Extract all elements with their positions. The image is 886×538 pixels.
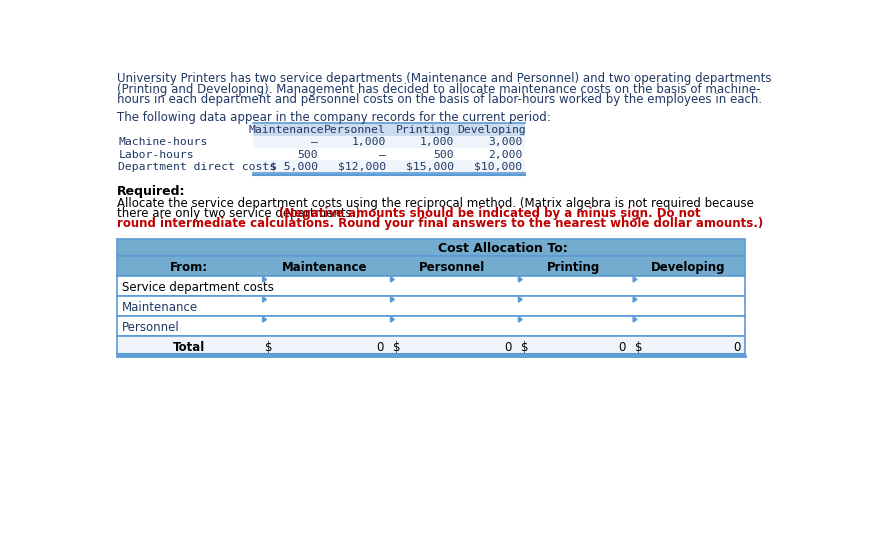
Polygon shape xyxy=(391,297,394,302)
Polygon shape xyxy=(518,297,522,302)
Text: 0: 0 xyxy=(618,341,626,354)
Text: 0: 0 xyxy=(734,341,741,354)
Bar xyxy=(253,136,525,148)
Text: $: $ xyxy=(635,341,643,354)
Text: –: – xyxy=(311,137,318,147)
Text: The following data appear in the company records for the current period:: The following data appear in the company… xyxy=(117,111,551,124)
Text: 0: 0 xyxy=(377,341,384,354)
Text: Cost Allocation To:: Cost Allocation To: xyxy=(438,243,568,256)
Bar xyxy=(117,316,745,336)
Polygon shape xyxy=(391,317,394,322)
Text: Allocate the service department costs using the reciprocal method. (Matrix algeb: Allocate the service department costs us… xyxy=(117,196,754,210)
Text: $: $ xyxy=(265,341,273,354)
Text: Maintenance: Maintenance xyxy=(249,125,324,135)
Text: $: $ xyxy=(521,341,528,354)
Text: University Printers has two service departments (Maintenance and Personnel) and : University Printers has two service depa… xyxy=(117,72,772,85)
Text: Printing: Printing xyxy=(395,125,451,135)
Polygon shape xyxy=(518,317,522,322)
Polygon shape xyxy=(633,297,637,302)
Text: $: $ xyxy=(392,341,400,354)
Text: Labor-hours: Labor-hours xyxy=(119,150,194,160)
Bar xyxy=(117,336,745,354)
Text: $15,000: $15,000 xyxy=(406,162,454,172)
Text: Total: Total xyxy=(173,341,205,354)
Polygon shape xyxy=(518,277,522,282)
Text: 1,000: 1,000 xyxy=(352,137,386,147)
Text: Department direct costs: Department direct costs xyxy=(119,162,276,172)
Text: 2,000: 2,000 xyxy=(488,150,522,160)
Polygon shape xyxy=(262,297,267,302)
Text: (Printing and Developing). Management has decided to allocate maintenance costs : (Printing and Developing). Management ha… xyxy=(117,83,760,96)
Text: round intermediate calculations. Round your final answers to the nearest whole d: round intermediate calculations. Round y… xyxy=(117,217,763,230)
Bar xyxy=(117,256,745,275)
Text: 3,000: 3,000 xyxy=(488,137,522,147)
Text: Developing: Developing xyxy=(457,125,525,135)
Polygon shape xyxy=(262,277,267,282)
Polygon shape xyxy=(262,317,267,322)
Text: 0: 0 xyxy=(504,341,511,354)
Polygon shape xyxy=(633,317,637,322)
Bar xyxy=(117,275,745,295)
Text: Personnel: Personnel xyxy=(419,261,486,274)
Text: $10,000: $10,000 xyxy=(474,162,522,172)
Bar xyxy=(253,123,525,136)
Text: From:: From: xyxy=(169,261,207,274)
Text: 500: 500 xyxy=(297,150,318,160)
Bar xyxy=(117,295,745,316)
Text: (Negative amounts should be indicated by a minus sign. Do not: (Negative amounts should be indicated by… xyxy=(279,207,701,220)
Polygon shape xyxy=(391,277,394,282)
Text: Personnel: Personnel xyxy=(121,321,179,334)
Bar xyxy=(117,238,745,256)
Text: hours in each department and personnel costs on the basis of labor-hours worked : hours in each department and personnel c… xyxy=(117,93,762,106)
Text: Maintenance: Maintenance xyxy=(121,301,198,314)
Text: Maintenance: Maintenance xyxy=(282,261,367,274)
Text: Service department costs: Service department costs xyxy=(121,281,274,294)
Bar xyxy=(253,148,525,160)
Text: –: – xyxy=(379,150,386,160)
Polygon shape xyxy=(633,277,637,282)
Text: Machine-hours: Machine-hours xyxy=(119,137,208,147)
Text: $12,000: $12,000 xyxy=(338,162,386,172)
Text: 500: 500 xyxy=(433,150,454,160)
Bar xyxy=(253,160,525,173)
Text: Required:: Required: xyxy=(117,185,185,198)
Text: $ 5,000: $ 5,000 xyxy=(269,162,318,172)
Text: 1,000: 1,000 xyxy=(420,137,454,147)
Text: Personnel: Personnel xyxy=(324,125,385,135)
Text: Printing: Printing xyxy=(547,261,600,274)
Text: Developing: Developing xyxy=(651,261,726,274)
Text: there are only two service departments.): there are only two service departments.) xyxy=(117,207,364,220)
